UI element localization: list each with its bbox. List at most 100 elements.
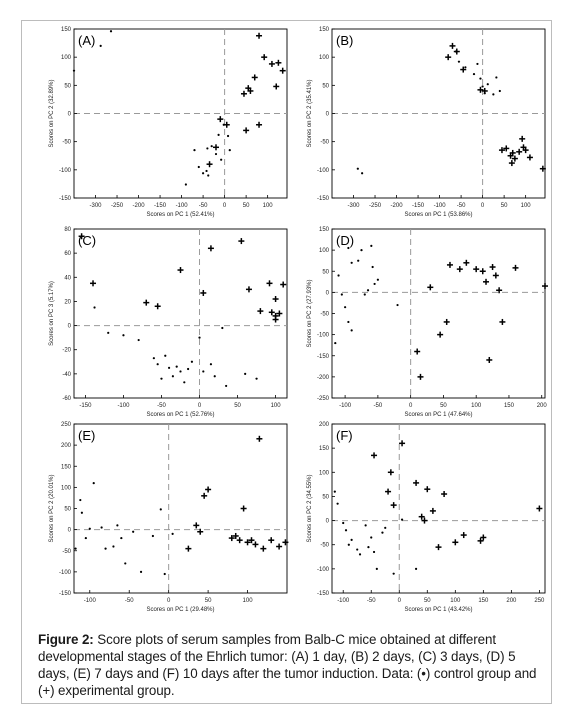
x-tick-label: 50: [243, 203, 250, 209]
control-point: [371, 265, 374, 269]
score-plot-b: -300 -250 -200 -150 -100 -50 0 50 100 -150 -100 -50…: [307, 27, 546, 218]
control-point: [104, 547, 107, 550]
control-point: [244, 372, 247, 375]
experimental-point: [427, 284, 434, 291]
control-point: [167, 366, 171, 369]
y-tick-label: 150: [61, 464, 72, 470]
x-axis-label: Scores on PC 1 (52.41%): [146, 212, 214, 218]
control-point: [164, 354, 167, 357]
experimental-point: [272, 316, 279, 323]
x-tick-label: 50: [234, 403, 241, 409]
control-point: [122, 334, 125, 337]
experimental-point: [240, 505, 247, 512]
y-tick-label: -150: [317, 354, 330, 360]
experimental-point: [499, 318, 506, 325]
experimental-point: [503, 145, 510, 152]
x-tick-label: -50: [125, 598, 134, 604]
control-point: [479, 77, 482, 80]
experimental-point: [445, 54, 452, 61]
experimental-point: [185, 545, 192, 552]
experimental-point: [217, 116, 224, 123]
y-tick-label: -100: [317, 168, 330, 174]
control-point: [220, 158, 223, 161]
experimental-point: [236, 537, 243, 544]
control-point: [79, 498, 82, 502]
x-tick-label: -100: [339, 403, 352, 409]
control-point: [74, 547, 77, 550]
experimental-point: [240, 90, 247, 97]
y-tick-label: -20: [62, 348, 71, 354]
control-point: [156, 363, 159, 366]
control-point: [476, 62, 479, 66]
y-tick-label: 250: [61, 422, 72, 428]
panel-label: (B): [336, 33, 353, 48]
y-tick-label: 0: [326, 519, 330, 525]
experimental-point: [282, 539, 289, 546]
experimental-point: [446, 261, 453, 268]
control-point: [206, 147, 209, 150]
y-tick-label: -60: [62, 396, 71, 402]
experimental-point: [276, 543, 283, 550]
experimental-point: [421, 517, 428, 524]
experimental-point: [539, 165, 546, 172]
x-tick-label: 50: [501, 203, 508, 209]
control-point: [163, 572, 166, 576]
y-axis-label: Scores on PC 2 (27.93%): [307, 279, 313, 347]
control-point: [93, 306, 96, 309]
experimental-point: [522, 147, 529, 154]
y-tick-label: 0: [68, 324, 72, 330]
experimental-point: [272, 296, 279, 303]
control-point: [358, 553, 362, 556]
x-tick-label: 150: [504, 403, 515, 409]
experimental-point: [511, 155, 518, 162]
x-tick-label: -100: [337, 598, 350, 604]
control-point: [112, 545, 115, 548]
experimental-point: [238, 238, 245, 245]
control-point: [228, 149, 231, 152]
control-point: [367, 546, 370, 549]
x-tick-label: 100: [521, 203, 532, 209]
y-tick-label: 0: [326, 290, 330, 296]
control-point: [80, 511, 83, 514]
control-point: [464, 66, 467, 69]
y-tick-label: 50: [322, 269, 329, 275]
y-tick-label: 0: [68, 112, 72, 118]
x-tick-label: -250: [369, 203, 382, 209]
experimental-point: [460, 66, 467, 73]
x-tick-label: -50: [457, 203, 466, 209]
control-point: [350, 538, 353, 541]
experimental-point: [417, 373, 424, 380]
experimental-point: [492, 272, 499, 279]
experimental-point: [143, 299, 150, 306]
x-tick-label: 100: [471, 403, 482, 409]
experimental-point: [223, 121, 230, 128]
control-point: [342, 521, 345, 525]
experimental-point: [437, 331, 444, 338]
control-point: [183, 381, 186, 384]
control-point: [400, 518, 404, 521]
control-point: [350, 329, 353, 332]
experimental-point: [201, 492, 208, 499]
control-point: [152, 357, 155, 360]
control-point: [225, 384, 228, 388]
experimental-point: [247, 87, 254, 94]
x-tick-label: -50: [199, 203, 208, 209]
y-tick-label: -50: [320, 140, 329, 146]
plot-frame: [331, 423, 546, 594]
x-axis-label: Scores on PC 1 (53.86%): [404, 212, 472, 218]
experimental-point: [477, 537, 484, 544]
y-tick-label: -50: [320, 312, 329, 318]
x-tick-label: -100: [117, 403, 130, 409]
experimental-point: [481, 87, 488, 94]
control-point: [187, 367, 190, 371]
control-point: [457, 60, 461, 63]
control-point: [373, 282, 376, 286]
experimental-point: [542, 283, 548, 290]
control-point: [137, 338, 140, 342]
control-point: [184, 183, 187, 186]
score-plot-d: -100 -50 0 50 100 150 200 -250 -200 -150 -100 -50 0 5…: [307, 227, 548, 418]
experimental-point: [418, 513, 425, 520]
x-tick-label: 50: [440, 403, 447, 409]
experimental-point: [486, 356, 493, 363]
experimental-point: [477, 86, 484, 93]
